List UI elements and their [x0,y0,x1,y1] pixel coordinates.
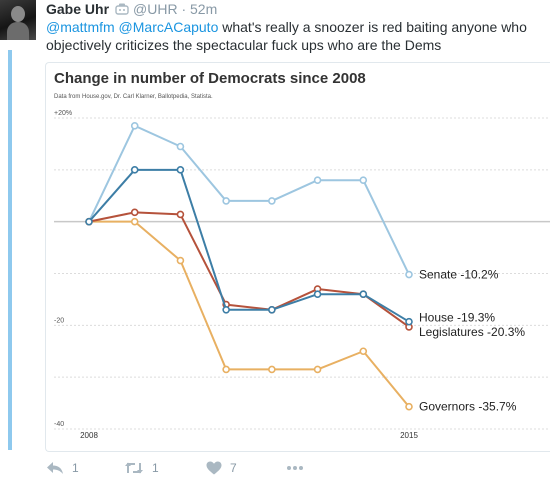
retweet-icon [125,462,143,474]
data-point-governors [313,365,322,374]
series-end-label-legislatures: Legislatures -20.3% [419,325,525,339]
data-point-house [405,317,413,326]
retweet-button[interactable]: 1 [124,458,159,478]
tweet-body: what's really a snoozer is red baiting a… [46,19,527,53]
y-tick-label: -40 [54,421,64,428]
data-point-senate [268,197,276,205]
data-point-governors [405,402,413,411]
series-end-label-senate: Senate -10.2% [419,268,499,282]
retweet-count: 1 [152,461,159,475]
data-point-senate [313,176,322,184]
y-tick-label: -20 [54,317,64,324]
data-point-senate [359,176,368,184]
series-end-label-house: House -19.3% [419,311,495,325]
data-point-house [130,166,139,174]
data-point-governors [222,365,230,374]
series-line-governors [89,220,410,408]
tweet-text: @mattmfm @MarcACaputo what's really a sn… [46,18,546,54]
reply-icon [47,462,63,474]
like-icon [206,461,222,475]
author-name[interactable]: Gabe Uhr [46,1,110,17]
author-handle[interactable]: @UHR [133,1,178,17]
data-point-house [268,305,276,314]
reply-button[interactable]: 1 [46,458,79,478]
data-point-house [313,290,322,299]
data-point-house [85,217,93,226]
line-chart: Change in number of Democrats since 2008… [54,70,550,440]
data-point-house [222,305,230,314]
mention-link[interactable]: @MarcACaputo [118,19,219,35]
separator: · [181,1,187,17]
x-tick-label: 2015 [400,431,418,440]
like-button[interactable]: 7 [206,458,237,478]
series-line-senate [88,124,410,275]
series-line-house [88,168,410,323]
like-count: 7 [230,461,237,475]
more-button[interactable] [286,458,304,478]
avatar[interactable] [0,0,36,40]
data-point-governors [130,217,139,226]
chart-card[interactable]: Change in number of Democrats since 2008… [45,62,550,452]
data-point-legislatures [176,210,185,219]
more-icon [287,466,303,470]
data-point-governors [359,347,368,356]
y-tick-label: +20% [54,110,72,117]
tweet-header: Gabe Uhr @UHR · 52m [46,0,217,18]
series-end-label-governors: Governors -35.7% [419,400,517,414]
x-tick-label: 2008 [80,431,98,440]
quote-rail [8,50,12,450]
reply-count: 1 [72,461,79,475]
data-point-governors [176,256,185,265]
data-point-house [176,166,185,174]
bot-icon [115,1,129,15]
data-point-senate [222,197,230,205]
data-point-house [359,290,368,299]
data-point-senate [130,121,139,130]
data-point-senate [176,142,185,151]
data-point-governors [268,365,276,374]
timestamp[interactable]: 52m [190,1,218,17]
data-point-senate [405,270,413,279]
data-point-legislatures [130,208,139,217]
mention-link[interactable]: @mattmfm [46,19,115,35]
chart-subtitle: Data from House.gov, Dr. Carl Klarner, B… [54,94,213,100]
chart-title: Change in number of Democrats since 2008 [54,70,366,87]
